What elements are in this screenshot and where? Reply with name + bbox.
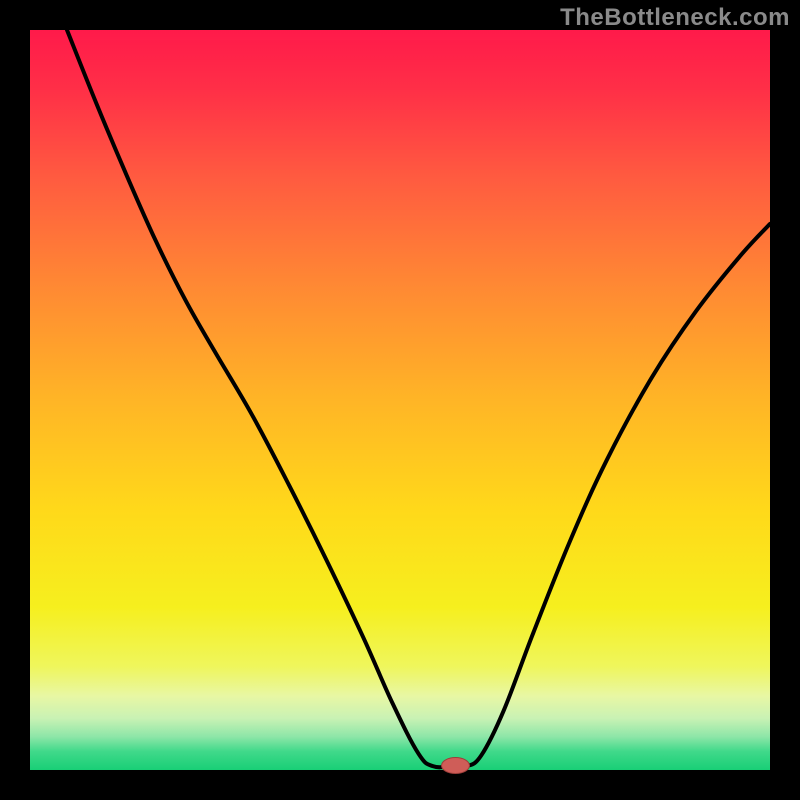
optimum-marker [442,758,470,774]
bottleneck-chart [0,0,800,800]
chart-stage: TheBottleneck.com [0,0,800,800]
watermark-text: TheBottleneck.com [560,4,790,32]
plot-background [30,30,770,770]
